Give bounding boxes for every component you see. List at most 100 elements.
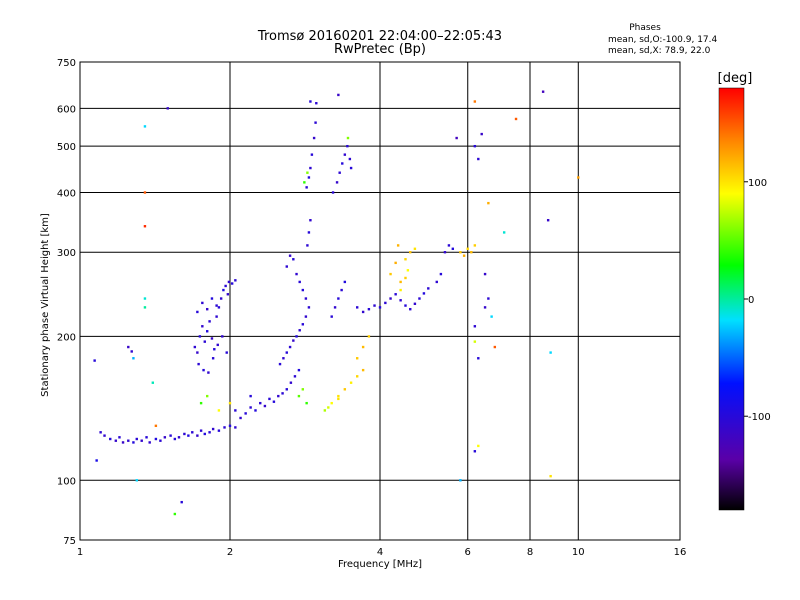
data-point (130, 350, 133, 353)
data-point (196, 434, 199, 437)
y-tick-label: 400 (57, 188, 76, 199)
data-point (314, 121, 317, 124)
data-point (297, 394, 301, 398)
data-point (335, 181, 339, 184)
data-point (333, 306, 337, 309)
x-tick-label: 8 (527, 547, 533, 558)
data-point (295, 272, 298, 276)
data-point (473, 100, 477, 103)
data-point (443, 251, 447, 254)
data-point (268, 397, 271, 401)
data-point (514, 117, 518, 121)
data-point (169, 434, 172, 437)
data-point (163, 436, 167, 439)
data-point (216, 343, 219, 347)
data-point (143, 225, 147, 228)
data-point (409, 307, 412, 311)
y-tick-label: 100 (57, 476, 76, 487)
data-point (288, 345, 292, 349)
scatter-points (93, 90, 580, 516)
data-point (409, 251, 412, 254)
data-point (199, 401, 203, 405)
x-tick-label: 10 (572, 547, 585, 558)
data-point (293, 375, 297, 378)
data-point (483, 306, 487, 309)
data-point (361, 345, 365, 349)
data-point (217, 429, 221, 432)
data-point (404, 258, 407, 261)
stats-line-x: mean, sd,X: 78.9, 22.0 (608, 46, 711, 56)
data-point (399, 299, 402, 302)
data-point (418, 297, 421, 300)
data-point (159, 439, 162, 442)
data-point (493, 345, 497, 349)
data-point (477, 157, 480, 161)
data-point (103, 434, 106, 437)
data-point (389, 297, 392, 300)
data-point (455, 136, 458, 140)
data-point (490, 315, 493, 318)
data-point (223, 426, 226, 429)
data-point (173, 437, 177, 441)
data-point (331, 191, 335, 194)
data-point (413, 247, 417, 250)
data-point (399, 288, 402, 292)
x-axis-label: Frequency [MHz] (338, 559, 422, 570)
data-point (338, 171, 341, 174)
data-point (135, 479, 138, 482)
data-point (348, 157, 352, 161)
data-point (473, 450, 477, 453)
data-point (399, 280, 402, 284)
data-point (95, 459, 98, 462)
data-point (343, 153, 347, 156)
data-point (483, 272, 487, 276)
data-point (389, 272, 392, 276)
data-point (327, 406, 330, 409)
colorbar (718, 87, 745, 511)
data-point (343, 388, 347, 391)
data-point (337, 394, 340, 398)
data-point (451, 247, 455, 250)
data-point (330, 315, 333, 318)
data-point (355, 375, 359, 378)
data-point (135, 437, 138, 441)
data-point (207, 371, 210, 374)
data-point (277, 394, 280, 398)
data-point (210, 337, 214, 340)
stats-heading: Phases (629, 23, 661, 33)
data-point (330, 401, 333, 405)
chart-title: Tromsø 20160201 22:04:00–22:05:43 (257, 29, 502, 44)
y-tick-label: 300 (57, 248, 76, 259)
data-point (349, 166, 353, 170)
colorbar-ticks: 100 0 -100 (744, 178, 771, 423)
data-point (215, 315, 218, 318)
grid-lines (80, 62, 680, 540)
data-point (201, 325, 204, 328)
data-point (292, 339, 295, 342)
data-point (301, 288, 305, 292)
data-point (282, 357, 285, 360)
data-point (272, 400, 276, 403)
data-point (459, 479, 462, 482)
x-tick-label: 6 (465, 547, 471, 558)
y-tick-label: 75 (63, 536, 76, 547)
stats-line-o: mean, sd,O:-100.9, 17.4 (608, 35, 718, 45)
data-point (132, 357, 135, 360)
data-point (466, 247, 469, 250)
data-point (211, 357, 215, 360)
data-point (208, 320, 211, 323)
data-point (177, 436, 181, 439)
data-point (222, 288, 225, 292)
data-point (301, 323, 305, 326)
data-point (305, 401, 308, 405)
data-point (447, 244, 451, 247)
data-point (285, 265, 288, 268)
data-point (234, 409, 237, 412)
x-tick-label: 4 (377, 547, 383, 558)
data-point (140, 439, 143, 442)
data-point (549, 351, 552, 354)
data-point (121, 441, 125, 444)
x-axis: 1 2 4 6 8 10 16 (77, 547, 687, 558)
data-point (187, 434, 190, 437)
